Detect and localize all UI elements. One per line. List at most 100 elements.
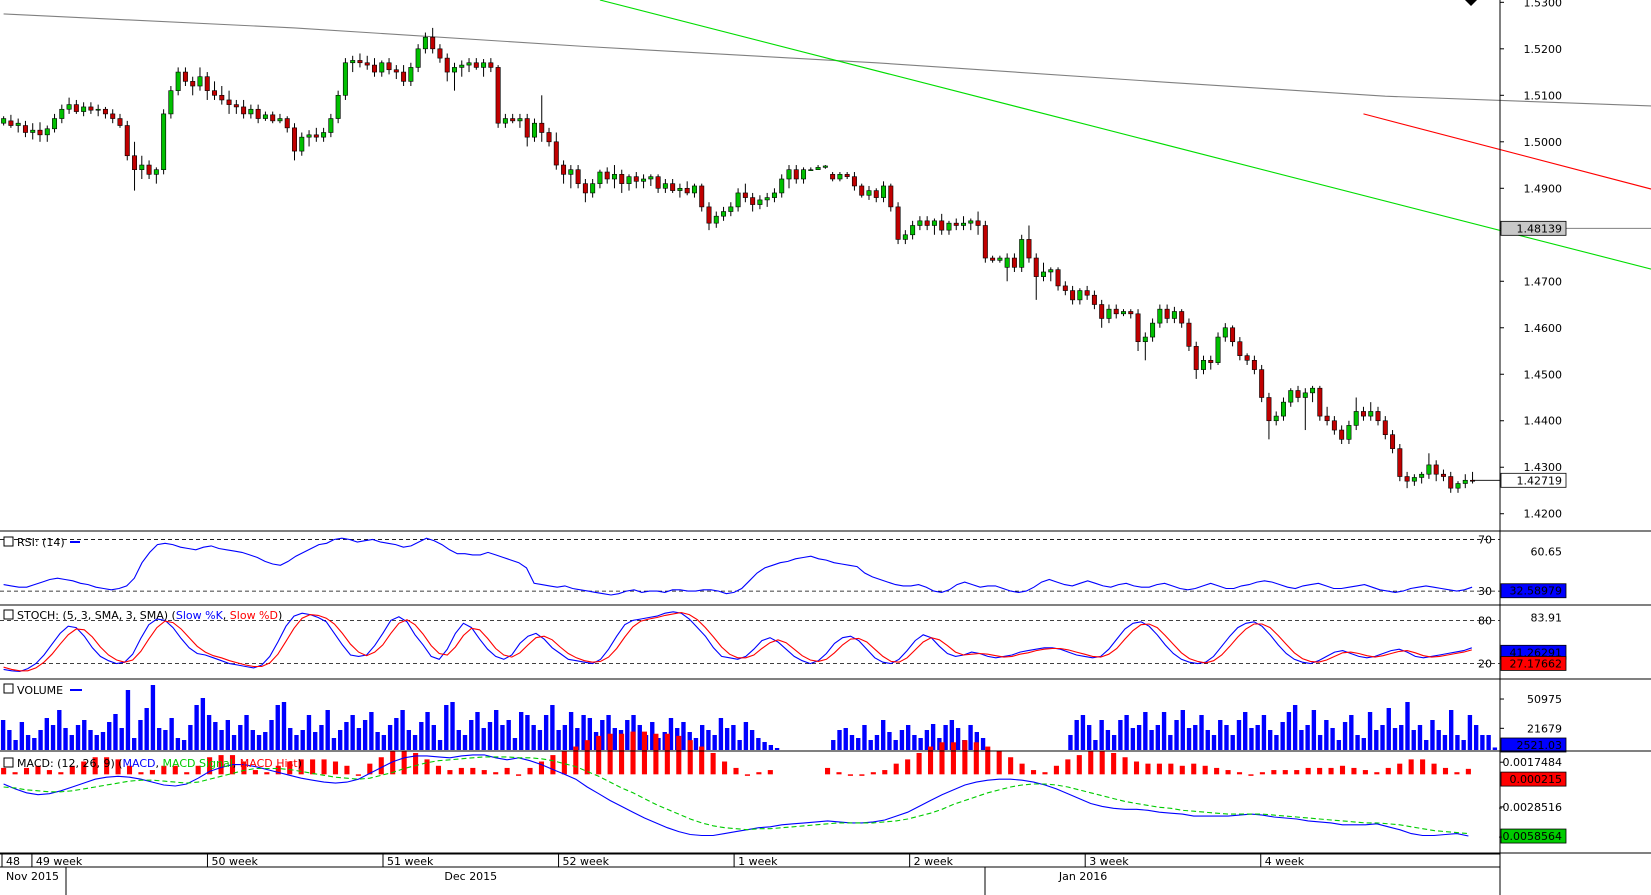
macd-hist-bar	[1214, 767, 1220, 775]
price-badge-1: 1.42719	[1517, 474, 1563, 487]
candle-down	[430, 36, 436, 50]
macd-hist-bar	[435, 765, 442, 775]
volume-bar	[1461, 740, 1466, 750]
macd-panel[interactable]: 0.0017484 0.000215 -0.0028516 -0.0058564 MAC…	[1, 731, 1567, 844]
candle-down	[655, 176, 661, 189]
candle-up	[1019, 239, 1025, 268]
candle-down	[212, 90, 218, 96]
volume-bar	[169, 718, 174, 750]
volume-value-badge: 2521.03	[1517, 739, 1563, 752]
volume-bar	[400, 710, 405, 750]
candle-down	[1244, 355, 1250, 361]
macd-hist-bar	[401, 750, 407, 775]
macd-hist-bar	[893, 763, 899, 775]
scroll-arrow-icon	[1465, 0, 1477, 6]
week-label: 1 week	[738, 855, 778, 868]
macd-hist-bar	[561, 750, 567, 775]
volume-bar	[256, 735, 262, 750]
macd-hist-bar	[195, 765, 201, 775]
macd-hist-bar	[962, 740, 968, 775]
candle-down	[401, 71, 407, 82]
macd-hist-bar	[1454, 772, 1460, 775]
volume-bar	[125, 690, 131, 750]
macd-hist-bar	[367, 763, 373, 775]
candle-down	[1179, 311, 1185, 324]
macd-hist-bar	[1305, 767, 1311, 775]
macd-legend-macd: MACD	[123, 757, 156, 770]
candle-up	[757, 199, 763, 205]
macd-hist-bar	[641, 731, 648, 775]
rsi-title: RSI: (14)	[17, 536, 65, 549]
macd-hist-bar	[332, 761, 339, 775]
stoch-level-label-20: 20	[1478, 658, 1492, 671]
volume-bar	[1349, 715, 1354, 750]
macd-hist-bar	[1042, 772, 1048, 775]
candle-down	[750, 197, 756, 205]
candle-down	[1070, 290, 1076, 301]
candle-up	[808, 169, 814, 171]
macd-hist-bar	[23, 767, 30, 775]
macd-hist-bar	[1145, 763, 1151, 775]
candle-up	[1171, 311, 1177, 319]
volume-bar	[974, 732, 980, 750]
candle-down	[1062, 285, 1068, 291]
volume-bar	[107, 722, 112, 750]
volume-bar	[63, 728, 68, 750]
macd-hist-bar	[1317, 767, 1323, 775]
macd-hist-bar	[35, 765, 41, 775]
macd-hist-bar	[481, 770, 487, 775]
volume-bar	[325, 710, 330, 750]
candle-down	[1324, 415, 1330, 422]
macd-hist-bar	[1397, 763, 1403, 775]
macd-hist-bar	[905, 759, 911, 775]
volume-bar	[1080, 715, 1086, 750]
volume-bar	[1130, 728, 1136, 750]
candle-down	[895, 206, 901, 240]
macd-hist-bar	[1076, 755, 1082, 775]
candle-up	[1411, 477, 1417, 482]
macd-hist-bar	[607, 733, 613, 775]
candle-up	[1368, 411, 1374, 417]
price-tick-label: 1.4200	[1524, 508, 1563, 521]
channel-lower-line	[599, 0, 1651, 270]
volume-bar	[955, 728, 961, 750]
candle-up	[379, 62, 385, 73]
candle-down	[982, 225, 988, 259]
volume-bar	[319, 725, 324, 750]
macd-hist-bar	[596, 735, 602, 775]
volume-bar	[1267, 730, 1273, 750]
candle-up	[422, 36, 428, 50]
volume-bar	[38, 730, 43, 750]
macd-hist-bar	[1374, 772, 1380, 775]
candle-down	[204, 76, 210, 91]
volume-bar	[1336, 740, 1342, 750]
candle-down	[619, 174, 625, 184]
volume-bar	[75, 725, 81, 750]
candle-down	[742, 192, 748, 198]
price-panel[interactable]: 1.5300 1.5200 1.5100 1.5000 1.4900 1.4700 1.46…	[1, 0, 1651, 529]
candle-up	[95, 108, 101, 111]
macd-hist-bar	[1019, 763, 1025, 775]
volume-bar	[662, 732, 667, 750]
candle-up	[786, 169, 792, 180]
volume-bar	[1111, 735, 1117, 750]
candle-up	[153, 169, 159, 175]
candle-up	[175, 71, 181, 91]
candle-down	[102, 108, 108, 115]
rsi-level-label: 60.65	[1531, 546, 1563, 559]
volume-bar	[375, 732, 380, 750]
candle-down	[524, 118, 530, 138]
candle-up	[197, 76, 203, 87]
candle-down	[1259, 369, 1265, 398]
candle-down	[1026, 239, 1032, 259]
candle-up	[931, 220, 937, 226]
volume-bar	[556, 730, 561, 750]
macd-hist-bar	[104, 757, 110, 775]
candle-up	[342, 62, 348, 96]
volume-bar	[156, 728, 162, 750]
macd-hist-bar	[1111, 752, 1117, 775]
rsi-panel[interactable]: 70 60.65 30 32.58979 RSI: (14)	[0, 533, 1567, 599]
candle-up	[81, 106, 87, 112]
volume-bar	[724, 728, 730, 750]
